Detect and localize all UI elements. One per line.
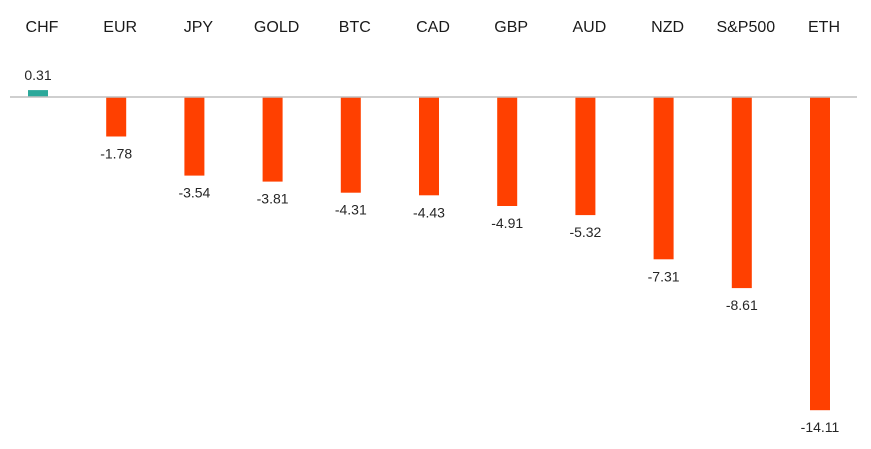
category-label-s-p500: S&P500	[716, 19, 775, 36]
category-label-aud: AUD	[573, 19, 607, 36]
category-label-eth: ETH	[808, 19, 840, 36]
value-label-nzd: -7.31	[648, 268, 680, 284]
value-label-btc: -4.31	[335, 202, 367, 218]
value-label-chf: 0.31	[24, 67, 51, 83]
category-label-nzd: NZD	[651, 19, 684, 36]
value-label-gold: -3.81	[257, 191, 289, 207]
value-label-aud: -5.32	[569, 224, 601, 240]
category-label-gold: GOLD	[254, 19, 299, 36]
category-label-jpy: JPY	[184, 19, 214, 36]
bar-jpy	[184, 97, 205, 176]
bar-eur	[106, 97, 127, 137]
bar-cad	[419, 97, 439, 196]
value-label-eur: -1.78	[100, 146, 132, 162]
bar-nzd	[653, 97, 674, 260]
category-label-chf: CHF	[26, 19, 59, 36]
bar-gbp	[497, 97, 518, 206]
value-label-jpy: -3.54	[178, 185, 210, 201]
bars-layer	[28, 90, 830, 411]
value-label-gbp: -4.91	[491, 215, 523, 231]
value-label-eth: -14.11	[801, 419, 840, 435]
category-label-cad: CAD	[416, 19, 450, 36]
category-label-eur: EUR	[103, 19, 137, 36]
bar-s-p500	[731, 97, 752, 289]
category-label-gbp: GBP	[494, 19, 528, 36]
bar-aud	[575, 97, 596, 216]
bar-btc	[340, 97, 361, 193]
bar-chf	[28, 90, 48, 97]
value-labels: 0.31 -1.78 -3.54 -3.81 -4.31 -4.43 -4.91 -5.32 -…	[24, 67, 839, 435]
value-label-cad: -4.43	[413, 204, 445, 220]
bar-gold	[262, 97, 283, 182]
category-labels: CHF EUR JPY GOLD BTC CAD GBP AUD NZD S&P500 ETH	[26, 19, 840, 36]
value-label-s-p500: -8.61	[726, 297, 758, 313]
bar-eth	[810, 97, 830, 411]
category-label-btc: BTC	[339, 19, 371, 36]
